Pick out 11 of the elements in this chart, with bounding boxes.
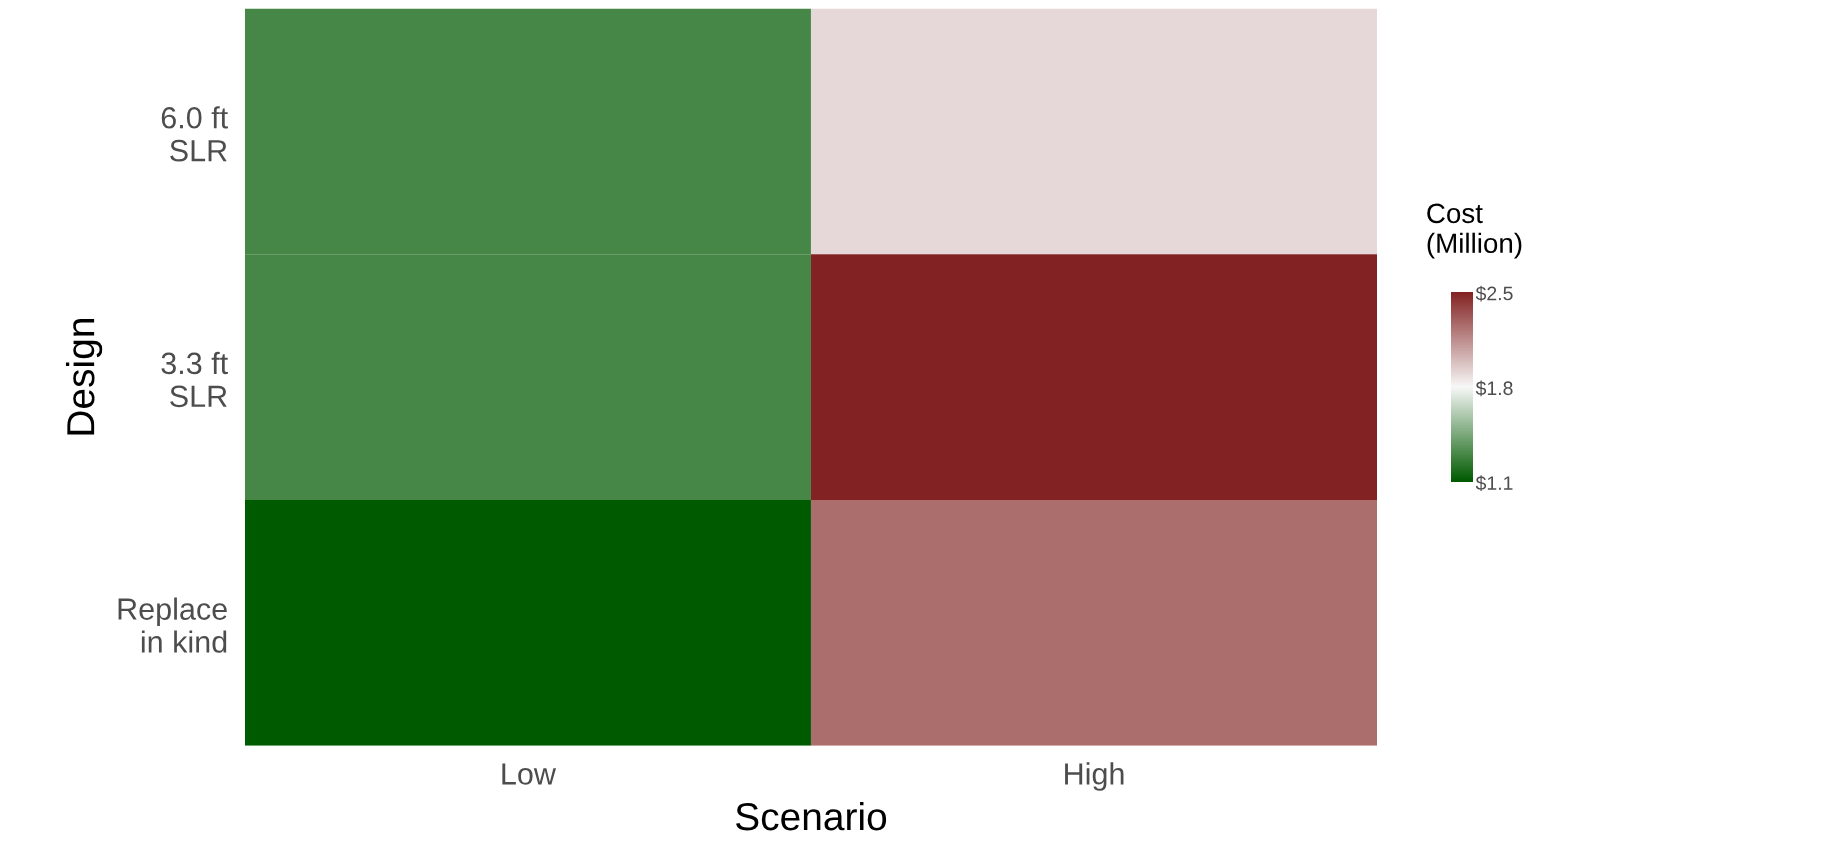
color-bar-title: Cost (Million) [1427, 203, 1522, 259]
y-axis-title: Design [65, 319, 103, 435]
x-tick-label: Low [502, 763, 557, 785]
color-bar-label: $1.1 [1475, 475, 1513, 492]
y-tick-label: Replace in kind [118, 597, 227, 653]
y-tick-label: 3.3 ft SLR [161, 351, 228, 408]
y-tick-label: 6.0 ft SLR [161, 106, 228, 162]
x-axis-title: Scenario [735, 801, 887, 831]
color-bar-label: $1.8 [1475, 380, 1513, 397]
color-bar-label: $2.5 [1475, 285, 1513, 302]
x-tick-label: High [1065, 762, 1124, 791]
